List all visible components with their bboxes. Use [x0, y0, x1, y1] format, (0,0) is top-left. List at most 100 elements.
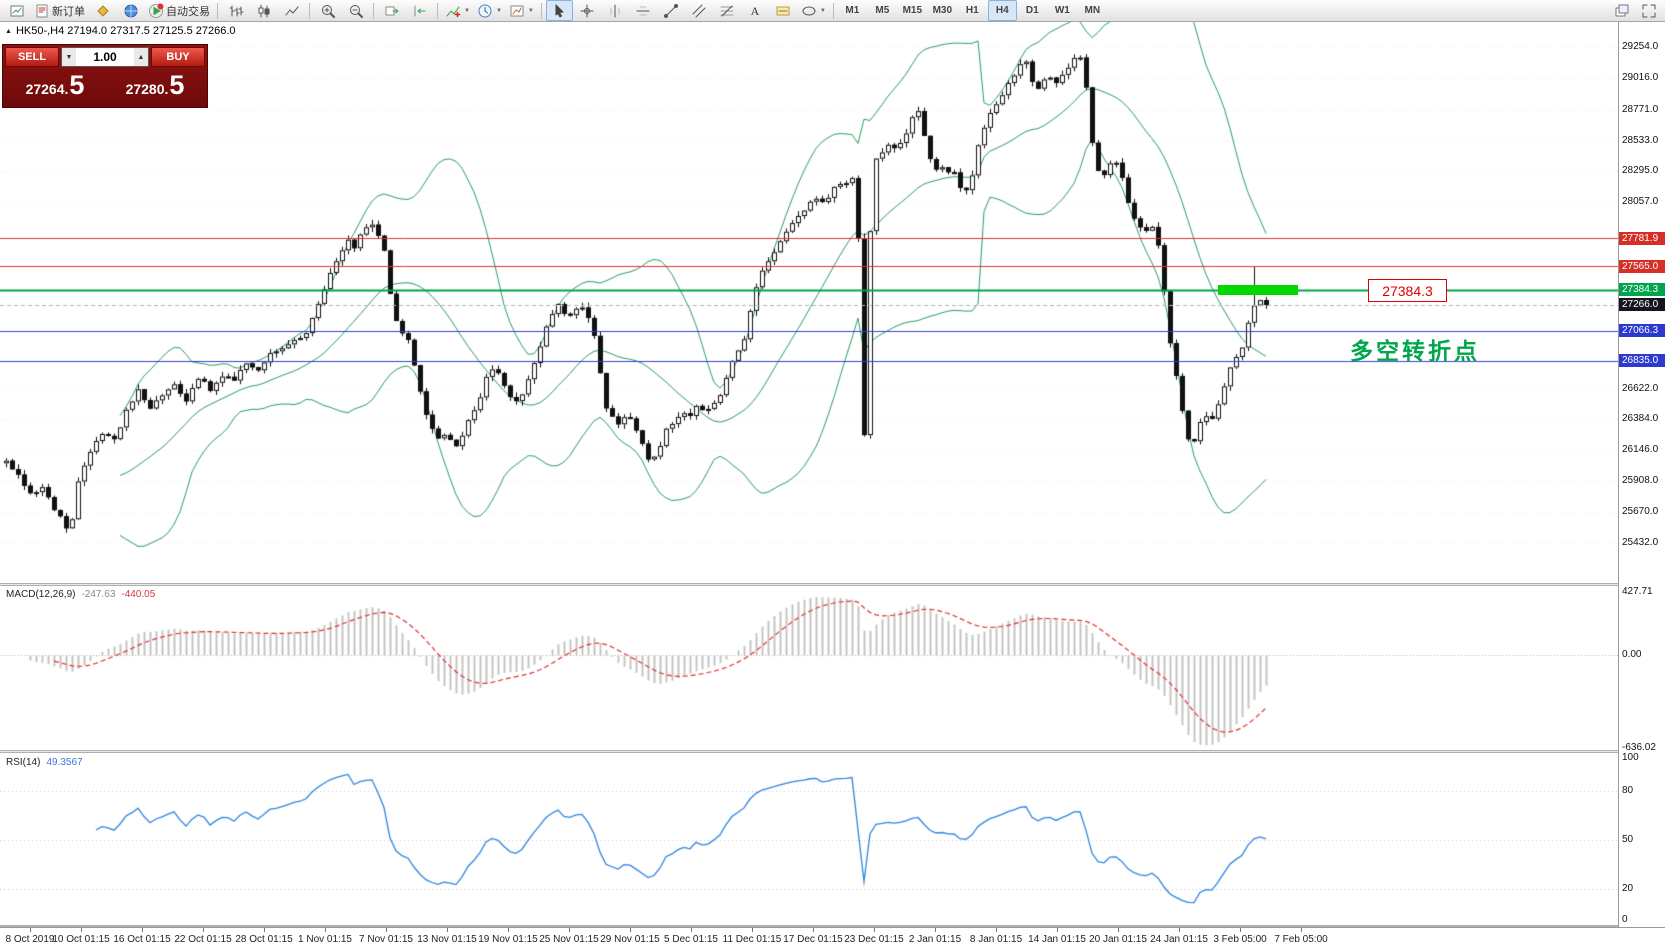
buy-price: 27280. 5 [125, 70, 185, 100]
buy-button[interactable]: BUY [151, 47, 205, 67]
crosshair-button[interactable] [574, 0, 601, 21]
indicators-icon [446, 6, 461, 17]
tab-timeframe-mn[interactable]: MN [1084, 5, 1101, 16]
templates-button[interactable]: ▼ [506, 0, 537, 21]
time-axis-label: 11 Dec 01:15 [722, 934, 782, 945]
horizontal-line-button[interactable] [630, 0, 657, 21]
indicators-button[interactable]: ▼ [442, 0, 473, 21]
time-axis-label: 20 Jan 01:15 [1089, 934, 1147, 945]
rsi-axis-tick: 100 [1622, 752, 1639, 763]
chevron-down-icon: ▼ [819, 7, 826, 14]
sell-button[interactable]: SELL [5, 47, 59, 67]
text-button[interactable]: A [742, 0, 769, 21]
rsi-panel-canvas[interactable] [0, 753, 1618, 925]
windows-icon [1615, 4, 1628, 16]
macd-panel-canvas[interactable] [0, 586, 1618, 750]
one-click-trade-panel: SELL ▼ 1.00 ▲ BUY 27264. 5 27280. 5 [2, 44, 208, 108]
tab-timeframe-h1[interactable]: H1 [965, 5, 979, 16]
time-axis-tick [813, 928, 814, 932]
tab-timeframe-d1[interactable]: D1 [1025, 5, 1039, 16]
toolbar-separator [437, 2, 438, 19]
volume-down-button[interactable]: ▼ [62, 48, 76, 66]
time-axis-label: 5 Dec 01:15 [664, 934, 718, 945]
periods-button[interactable]: ▼ [474, 0, 505, 21]
price-axis[interactable]: 29254.0 29016.0 28771.0 28533.0 28295.0 28057… [1618, 22, 1665, 927]
label-button[interactable] [770, 0, 797, 21]
autotrade-label: 自动交易 [166, 5, 210, 18]
tab-timeframe-m30[interactable]: M30 [932, 5, 953, 16]
profile-button[interactable] [89, 0, 116, 21]
volume-up-button[interactable]: ▲ [134, 48, 148, 66]
volume-stepper: ▼ 1.00 ▲ [61, 47, 149, 67]
tab-timeframe-h4[interactable]: H4 [987, 0, 1017, 21]
windows-button[interactable] [1608, 0, 1635, 21]
chart-shift-button[interactable] [406, 0, 433, 21]
fibonacci-button[interactable] [714, 0, 741, 21]
one-click-panel-toggle-icon[interactable]: ▲ [5, 27, 12, 35]
time-axis-tick [630, 928, 631, 932]
macd-axis-tick: 0.00 [1622, 648, 1642, 660]
autotrade-button[interactable]: 自动交易 [145, 0, 213, 21]
price-axis-tick: 26384.0 [1622, 413, 1659, 425]
price-axis-tick: 25670.0 [1622, 506, 1659, 518]
rsi-axis-tick: 80 [1622, 784, 1634, 796]
time-axis-label: 13 Nov 01:15 [417, 934, 477, 945]
zoom-out-button[interactable] [342, 0, 369, 21]
time-axis-label: 16 Oct 01:15 [113, 934, 171, 945]
line-chart-button[interactable] [278, 0, 305, 21]
tab-timeframe-w1[interactable]: W1 [1054, 5, 1070, 16]
fullscreen-button[interactable] [1635, 0, 1662, 21]
toolbar: 新订单 自动交易 ▼ ▼ ▼ A ▼ M1 M5 M15 M30 H1 H4 D1 W1 MN [0, 0, 1665, 22]
price-note-annotation[interactable]: 27384.3 [1368, 279, 1447, 302]
main-chart-canvas[interactable] [0, 22, 1618, 583]
zoom-in-button[interactable] [314, 0, 341, 21]
zoom-out-icon [349, 4, 363, 18]
panel-splitter-rsi[interactable] [0, 750, 1665, 753]
new-chart-button[interactable] [3, 0, 30, 21]
vertical-line-icon [610, 4, 620, 17]
time-axis-tick [81, 928, 82, 932]
price-axis-tick: 26146.0 [1622, 444, 1659, 456]
volume-value[interactable]: 1.00 [93, 50, 117, 64]
panel-splitter-macd[interactable] [0, 583, 1665, 586]
time-axis-label: 3 Feb 05:00 [1213, 934, 1267, 945]
templates-icon [510, 5, 524, 16]
channel-button[interactable] [686, 0, 713, 21]
tab-timeframe-m1[interactable]: M1 [845, 5, 860, 16]
rsi-axis-tick: 50 [1622, 834, 1634, 845]
market-watch-icon [124, 4, 137, 17]
macd-axis-tick: 427.71 [1622, 586, 1653, 597]
price-axis-tick: 25432.0 [1622, 537, 1659, 548]
hline-price-label: 26835.0 [1619, 354, 1665, 368]
fibonacci-icon [720, 5, 734, 16]
hline-price-label: 27565.0 [1619, 259, 1665, 273]
new-chart-icon [10, 5, 23, 16]
time-axis[interactable]: 8 Oct 2019 10 Oct 01:15 16 Oct 01:15 22 Oct… [0, 927, 1665, 949]
chevron-down-icon: ▼ [527, 7, 534, 14]
time-axis-tick [996, 928, 997, 932]
market-watch-button[interactable] [117, 0, 144, 21]
cursor-button[interactable] [545, 0, 573, 21]
chart-shift-icon [414, 5, 425, 16]
tab-timeframe-m15[interactable]: M15 [902, 5, 923, 16]
turning-point-text-annotation[interactable]: 多空转折点 [1350, 338, 1480, 364]
new-order-button[interactable]: 新订单 [31, 0, 88, 21]
trendline-button[interactable] [658, 0, 685, 21]
time-axis-tick [569, 928, 570, 932]
bar-chart-button[interactable] [222, 0, 249, 21]
price-axis-tick: 25908.0 [1622, 475, 1659, 487]
auto-scroll-button[interactable] [378, 0, 405, 21]
shapes-button[interactable]: ▼ [798, 0, 829, 21]
drawn-rectangle-annotation[interactable] [1218, 284, 1298, 295]
price-axis-tick: 28533.0 [1622, 134, 1659, 146]
time-axis-label: 29 Nov 01:15 [600, 934, 660, 945]
time-axis-label: 10 Oct 01:15 [52, 934, 110, 945]
candle-chart-button[interactable] [250, 0, 277, 21]
panel-splitter-time[interactable] [0, 925, 1665, 927]
vertical-line-button[interactable] [602, 0, 629, 21]
price-axis-tick: 28057.0 [1622, 196, 1659, 208]
time-axis-tick [325, 928, 326, 932]
rsi-indicator-label: RSI(14) 49.3567 [6, 757, 83, 768]
tab-timeframe-m5[interactable]: M5 [875, 5, 890, 16]
